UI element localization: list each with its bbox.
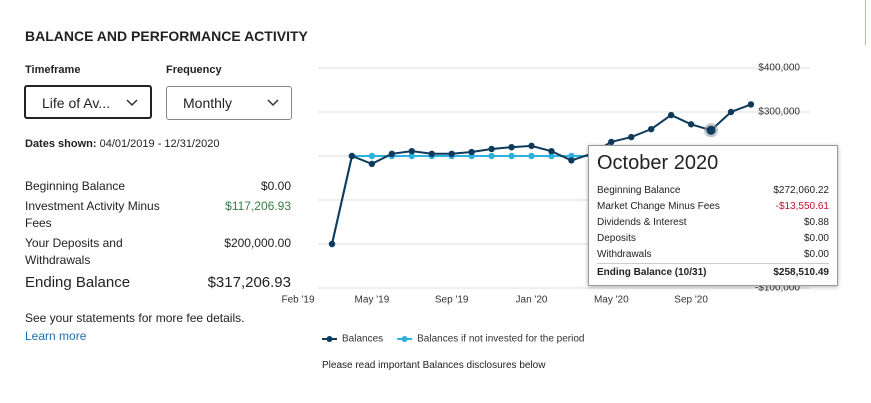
tooltip-value: $0.00 [803, 249, 829, 260]
x-tick-label: Sep '20 [674, 295, 708, 306]
data-point [568, 152, 575, 160]
data-point [508, 152, 515, 160]
tooltip-row: Dividends & Interest $0.88 [597, 217, 829, 228]
data-point [747, 101, 755, 108]
edge-line [865, 0, 866, 45]
hover-point [706, 125, 716, 135]
data-point [548, 147, 555, 155]
frequency-dropdown[interactable]: Monthly [166, 86, 292, 120]
data-point [568, 157, 575, 164]
summary-label: Investment Activity Minus Fees [25, 199, 160, 230]
dates-shown: Dates shown: 04/01/2019 - 12/31/2020 [25, 138, 219, 150]
tooltip-label: Deposits [597, 233, 636, 244]
tooltip-row: Withdrawals $0.00 [597, 249, 829, 260]
data-point [667, 111, 675, 119]
data-point [408, 152, 415, 160]
summary-value: $117,206.93 [225, 199, 291, 213]
disclosure: Please read important Balances disclosur… [322, 360, 546, 371]
y-tick-label: -$100,000 [755, 283, 800, 294]
x-tick-label: May '19 [355, 295, 390, 306]
tooltip-label: Dividends & Interest [597, 217, 687, 228]
tooltip-divider [597, 263, 829, 264]
tooltip-value: -$13,550.61 [775, 201, 829, 212]
data-point [528, 152, 535, 160]
chevron [126, 99, 138, 107]
x-tick-label: Sep '19 [435, 295, 469, 306]
tooltip-value: $272,060.22 [773, 185, 829, 196]
tooltip-value: $0.00 [803, 233, 829, 244]
learn-more-link[interactable]: Learn more [25, 329, 87, 343]
data-point [488, 145, 495, 153]
summary-label: Beginning Balance [25, 179, 126, 193]
data-point [368, 152, 376, 160]
timeframe-label: Timeframe [25, 64, 81, 76]
tooltip: October 2020 Beginning Balance $272,060.2… [588, 145, 838, 286]
data-point [687, 121, 695, 128]
summary-value: $200,000.00 [224, 236, 291, 250]
y-tick-label: $300,000 [758, 107, 800, 118]
data-point [368, 160, 376, 168]
dates-value: 04/01/2019 - 12/31/2020 [99, 138, 220, 150]
x-tick-label: Feb '19 [282, 295, 315, 306]
section-title: BALANCE AND PERFORMANCE ACTIVITY [25, 28, 308, 44]
dropdown-value: Life of Av... [42, 95, 110, 111]
data-point [328, 240, 336, 248]
legend-dot [401, 336, 408, 342]
data-point [428, 150, 435, 157]
data-point [727, 108, 735, 116]
legend-label: Balances [342, 334, 383, 345]
dropdown-value: Monthly [183, 95, 233, 111]
data-point [488, 152, 495, 160]
data-point [388, 150, 396, 157]
data-point [528, 142, 535, 150]
summary-label: Your Deposits and Withdrawals [25, 236, 123, 267]
tooltip-title: October 2020 [597, 152, 719, 174]
ending-label: Ending Balance [25, 274, 131, 291]
legend-dot [326, 336, 333, 342]
data-point [648, 125, 655, 133]
ending-value: $317,206.93 [207, 274, 291, 291]
tooltip-row: Market Change Minus Fees -$13,550.61 [597, 201, 829, 212]
legend-label: Balances if not invested for the period [417, 334, 584, 345]
tooltip-label: Beginning Balance [597, 185, 681, 196]
x-tick-label: Jan '20 [516, 295, 548, 306]
data-point [548, 152, 555, 160]
data-point [628, 133, 635, 141]
data-point [348, 152, 356, 160]
data-point [508, 144, 515, 151]
tooltip-row: Ending Balance (10/31) $258,510.49 [597, 267, 829, 278]
data-point [468, 148, 475, 156]
dates-label: Dates shown: [25, 138, 97, 150]
summary-value: $0.00 [260, 179, 291, 193]
y-tick-label: $400,000 [758, 63, 800, 74]
tooltip-label: Ending Balance (10/31) [597, 267, 707, 278]
tooltip-row: Beginning Balance $272,060.22 [597, 185, 829, 196]
x-tick-label: May '20 [594, 295, 629, 306]
fee-note: See your statements for more fee details… [25, 311, 245, 325]
data-point [448, 150, 455, 157]
series-line [331, 103, 752, 245]
tooltip-label: Withdrawals [597, 249, 652, 260]
chevron [267, 99, 279, 107]
tooltip-value: $258,510.49 [773, 267, 829, 278]
data-point [608, 138, 615, 146]
timeframe-dropdown[interactable]: Life of Av... [24, 85, 152, 119]
frequency-label: Frequency [166, 64, 222, 76]
data-point [408, 147, 415, 155]
tooltip-value: $0.88 [803, 217, 829, 228]
tooltip-label: Market Change Minus Fees [597, 201, 720, 212]
tooltip-row: Deposits $0.00 [597, 233, 829, 244]
